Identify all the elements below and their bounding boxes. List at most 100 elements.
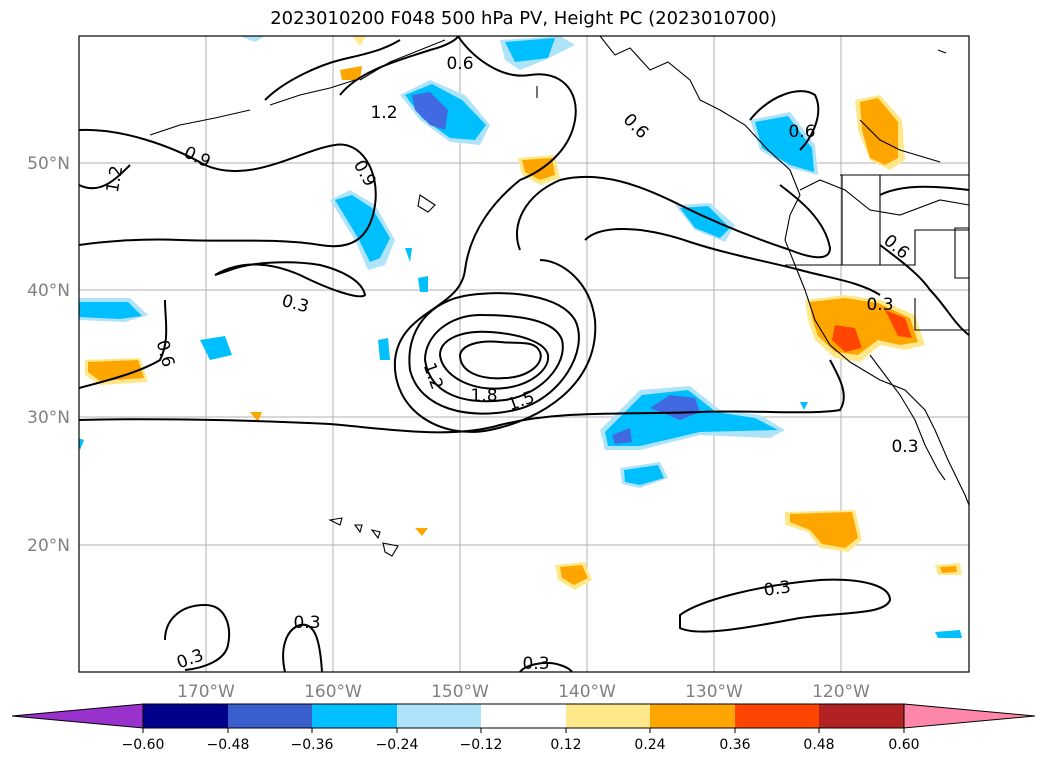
lon-label: 130°W [685, 682, 743, 702]
contour-label: 0.3 [293, 613, 320, 633]
colorbar-tick-label: 0.60 [888, 737, 919, 753]
contour-label: 0.6 [788, 122, 815, 142]
anomaly-blob [832, 325, 862, 352]
contour-label: 0.6 [446, 54, 473, 74]
contour-label: 0.3 [763, 577, 793, 601]
lon-labels: 170°W 160°W 150°W 140°W 130°W 120°W [177, 682, 870, 702]
colorbar-segment [566, 704, 650, 728]
anomaly-blob [250, 412, 262, 422]
contour-line [79, 164, 131, 190]
lon-label: 150°W [431, 682, 489, 702]
anomaly-blob [412, 92, 448, 130]
contour-line [519, 662, 573, 672]
lat-label: 30°N [27, 408, 70, 428]
colorbar-segment [312, 704, 397, 728]
colorbar-tick-label: −0.60 [122, 737, 165, 753]
lat-label: 20°N [27, 536, 70, 556]
contour-line [408, 292, 580, 415]
contour-line [339, 36, 459, 96]
lat-labels: 50°N 40°N 30°N 20°N [27, 154, 70, 556]
height-contours [79, 36, 969, 672]
coastlines [149, 36, 969, 557]
contour-line [879, 244, 969, 336]
anomaly-blob [335, 195, 390, 262]
contour-line [679, 578, 892, 633]
contour-line [458, 340, 542, 380]
colorbar-tick-label: 0.24 [634, 737, 665, 753]
anomaly-blob [940, 566, 957, 573]
anomaly-blob [755, 116, 814, 172]
contour-line [164, 603, 230, 671]
colorbar-tick-label: 0.36 [719, 737, 750, 753]
anomaly-blob [405, 248, 412, 262]
colorbar-segment [481, 704, 566, 728]
colorbar-tick-label: 0.48 [803, 737, 834, 753]
contour-label: 0.3 [866, 295, 893, 315]
pv-anomaly-fills [79, 36, 962, 638]
contour-line [214, 261, 367, 298]
contour-label: 1.2 [370, 103, 397, 123]
colorbar-extend-high [903, 703, 1036, 729]
anomaly-blob [650, 395, 700, 420]
anomaly-blob [415, 528, 428, 536]
colorbar-tick-label: −0.24 [376, 737, 419, 753]
anomaly-blob [340, 66, 362, 80]
contour-label: 0.3 [891, 437, 918, 457]
anomaly-blob [800, 402, 808, 410]
map-title: 2023010200 F048 500 hPa PV, Height PC (2… [270, 8, 777, 29]
colorbar-segment [397, 704, 481, 728]
anomaly-blob [935, 630, 962, 638]
contour-line [282, 623, 323, 672]
colorbar-frame [142, 703, 905, 729]
lon-label: 120°W [812, 682, 870, 702]
colorbar-segment [819, 704, 904, 728]
contour-label: 1.2 [103, 164, 127, 194]
lat-label: 40°N [27, 281, 70, 301]
anomaly-blob [240, 36, 265, 42]
anomaly-blob [624, 465, 664, 485]
colorbar: −0.60 −0.48 −0.36 −0.24 −0.12 0.12 0.24 … [11, 703, 1036, 753]
colorbar-tick-label: −0.48 [207, 737, 250, 753]
contour-line [79, 359, 845, 434]
contour-line [749, 90, 820, 151]
contour-line [264, 39, 401, 101]
anomaly-blob [560, 565, 588, 585]
anomaly-blob [352, 36, 366, 46]
lon-label: 170°W [177, 682, 235, 702]
anomaly-blob [860, 98, 898, 165]
anomaly-blob [378, 338, 390, 360]
colorbar-tick-label: −0.36 [291, 737, 334, 753]
lon-label: 160°W [304, 682, 362, 702]
colorbar-segment [735, 704, 819, 728]
contour-line [584, 228, 881, 296]
anomaly-blob [605, 390, 778, 446]
colorbar-tick-labels: −0.60 −0.48 −0.36 −0.24 −0.12 0.12 0.24 … [122, 737, 920, 753]
colorbar-segment [650, 704, 735, 728]
anomaly-blob [79, 438, 84, 450]
anomaly-blob [418, 276, 428, 292]
anomaly-blob [885, 310, 912, 338]
contour-label: 1.8 [470, 386, 497, 406]
anomaly-blob [790, 512, 858, 548]
contour-label: 0.3 [522, 654, 549, 674]
contour-line [79, 299, 168, 389]
colorbar-extend-low [11, 703, 144, 729]
colorbar-ticks [142, 728, 905, 733]
contour-line [879, 185, 969, 196]
anomaly-blob [200, 336, 232, 360]
anomaly-blob [612, 428, 632, 444]
contour-line [393, 36, 597, 433]
anomaly-blob [680, 206, 730, 238]
anomaly-blob [505, 38, 555, 62]
contour-line [515, 175, 832, 259]
contour-line [79, 128, 377, 248]
anomaly-blob [88, 360, 144, 381]
contour-line [438, 330, 550, 390]
colorbar-tick-label: 0.12 [550, 737, 581, 753]
colorbar-segment [228, 704, 312, 728]
contour-line [423, 313, 564, 403]
plot-frame [78, 35, 970, 673]
lon-label: 140°W [558, 682, 616, 702]
colorbar-tick-label: −0.12 [460, 737, 503, 753]
